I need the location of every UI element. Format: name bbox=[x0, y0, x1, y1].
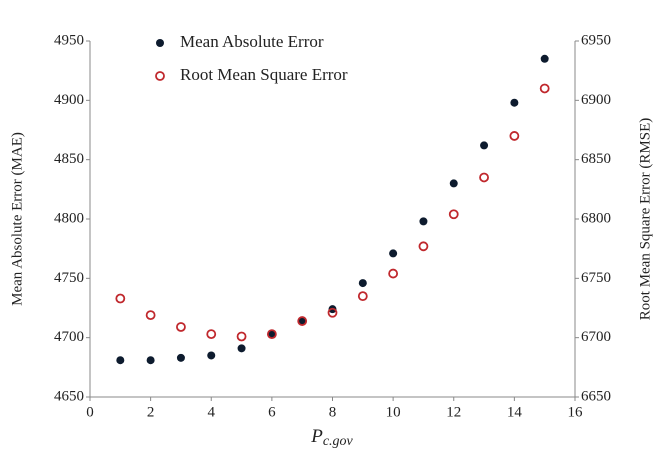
y2-tick-label: 6900 bbox=[581, 92, 611, 108]
y-tick-label: 4950 bbox=[54, 32, 84, 48]
point bbox=[540, 54, 549, 63]
x-tick-label: 6 bbox=[268, 404, 276, 420]
point bbox=[297, 316, 308, 326]
y2-axis-label: Root Mean Square Error (RMSE) bbox=[637, 118, 653, 320]
point bbox=[115, 293, 126, 304]
point bbox=[298, 317, 307, 326]
point bbox=[116, 356, 125, 365]
point bbox=[236, 331, 247, 342]
point bbox=[206, 329, 217, 340]
point bbox=[237, 344, 246, 353]
y2-tick-label: 6950 bbox=[581, 32, 611, 48]
x-tick-label: 16 bbox=[568, 404, 584, 420]
point bbox=[448, 209, 459, 220]
y2-tick-label: 6650 bbox=[581, 388, 611, 404]
point bbox=[480, 141, 489, 150]
x-tick-label: 0 bbox=[86, 404, 94, 420]
point bbox=[145, 310, 156, 321]
point bbox=[176, 322, 186, 332]
y2-tick-label: 6700 bbox=[581, 329, 611, 345]
point bbox=[358, 279, 367, 288]
legend-label: Mean Absolute Error bbox=[180, 32, 324, 51]
point bbox=[389, 249, 398, 258]
point bbox=[418, 241, 429, 252]
y2-tick-label: 6800 bbox=[581, 210, 611, 226]
point bbox=[479, 172, 489, 183]
x-tick-label: 12 bbox=[446, 404, 461, 420]
point bbox=[419, 217, 428, 226]
y-tick-label: 4750 bbox=[54, 270, 84, 286]
y-axis-label: Mean Absolute Error (MAE) bbox=[9, 132, 25, 306]
point bbox=[449, 179, 458, 188]
y-tick-label: 4850 bbox=[54, 151, 84, 167]
y-tick-label: 4700 bbox=[54, 329, 84, 345]
point bbox=[267, 330, 276, 339]
y-tick-label: 4800 bbox=[54, 210, 84, 226]
y-tick-label: 4900 bbox=[54, 92, 84, 108]
y2-tick-label: 6750 bbox=[581, 270, 611, 286]
point bbox=[539, 83, 550, 94]
point bbox=[327, 307, 338, 318]
x-axis-label: Pc.gov bbox=[310, 426, 353, 449]
x-tick-label: 4 bbox=[208, 404, 216, 420]
y2-tick-label: 6850 bbox=[581, 151, 611, 167]
point bbox=[176, 353, 185, 362]
x-tick-label: 8 bbox=[329, 404, 337, 420]
x-axis-label-main: P bbox=[310, 426, 323, 447]
point bbox=[146, 356, 155, 365]
point bbox=[357, 291, 368, 302]
point bbox=[388, 268, 399, 279]
point bbox=[510, 98, 519, 107]
point bbox=[207, 351, 216, 360]
x-tick-label: 10 bbox=[386, 404, 401, 420]
x-tick-label: 2 bbox=[147, 404, 155, 420]
x-axis-label-sub: c.gov bbox=[323, 434, 354, 449]
legend-marker bbox=[156, 39, 164, 47]
x-tick-label: 14 bbox=[507, 404, 523, 420]
legend-marker bbox=[155, 71, 165, 81]
legend-label: Root Mean Square Error bbox=[180, 65, 348, 84]
y-tick-label: 4650 bbox=[54, 388, 84, 404]
point bbox=[509, 131, 520, 141]
point bbox=[266, 329, 277, 340]
